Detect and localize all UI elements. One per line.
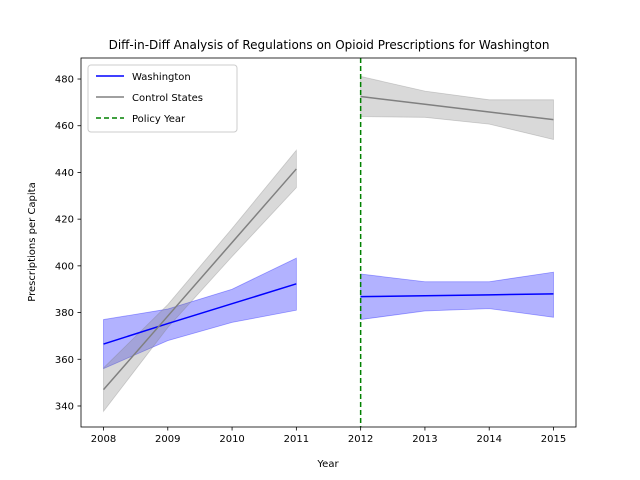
legend: Washington Control States Policy Year	[87, 64, 238, 133]
y-axis: 340 360 380 400 420 440 460 480	[55, 75, 81, 412]
x-tick-label: 2008	[91, 434, 116, 445]
y-tick-label: 480	[55, 75, 74, 86]
y-axis-label: Prescriptions per Capita	[27, 182, 38, 301]
series-line-washington-2	[360, 293, 554, 298]
x-tick-label: 2010	[219, 434, 244, 445]
y-tick-label: 460	[55, 121, 74, 132]
y-tick-label: 380	[55, 308, 74, 319]
x-tick-label: 2015	[541, 434, 566, 445]
x-tick-label: 2009	[155, 434, 180, 445]
y-tick-label: 440	[55, 168, 74, 179]
series-line-control-states-2	[360, 95, 554, 121]
chart-title: Diff-in-Diff Analysis of Regulations on …	[109, 38, 550, 52]
y-tick-label: 340	[55, 401, 74, 412]
x-tick-label: 2013	[412, 434, 437, 445]
legend-label-washington: Washington	[132, 72, 191, 83]
legend-label-control-states: Control States	[132, 93, 203, 104]
plot-area	[102, 75, 554, 413]
plot-frame	[80, 57, 577, 428]
x-tick-label: 2014	[476, 434, 501, 445]
y-tick-label: 400	[55, 261, 74, 272]
x-tick-label: 2012	[348, 434, 373, 445]
y-tick-label: 420	[55, 215, 74, 226]
y-tick-label: 360	[55, 355, 74, 366]
x-tick-label: 2011	[284, 434, 309, 445]
series-line-washington-1	[103, 283, 297, 345]
x-axis-label: Year	[316, 459, 339, 470]
confidence-band-control-states-1	[103, 149, 297, 413]
series-line-control-states-1	[102, 168, 297, 391]
legend-box	[87, 64, 238, 133]
x-axis: 2008 2009 2010 2011 2012 2013 2014 2015	[91, 427, 566, 445]
legend-label-policy-year: Policy Year	[132, 114, 186, 125]
